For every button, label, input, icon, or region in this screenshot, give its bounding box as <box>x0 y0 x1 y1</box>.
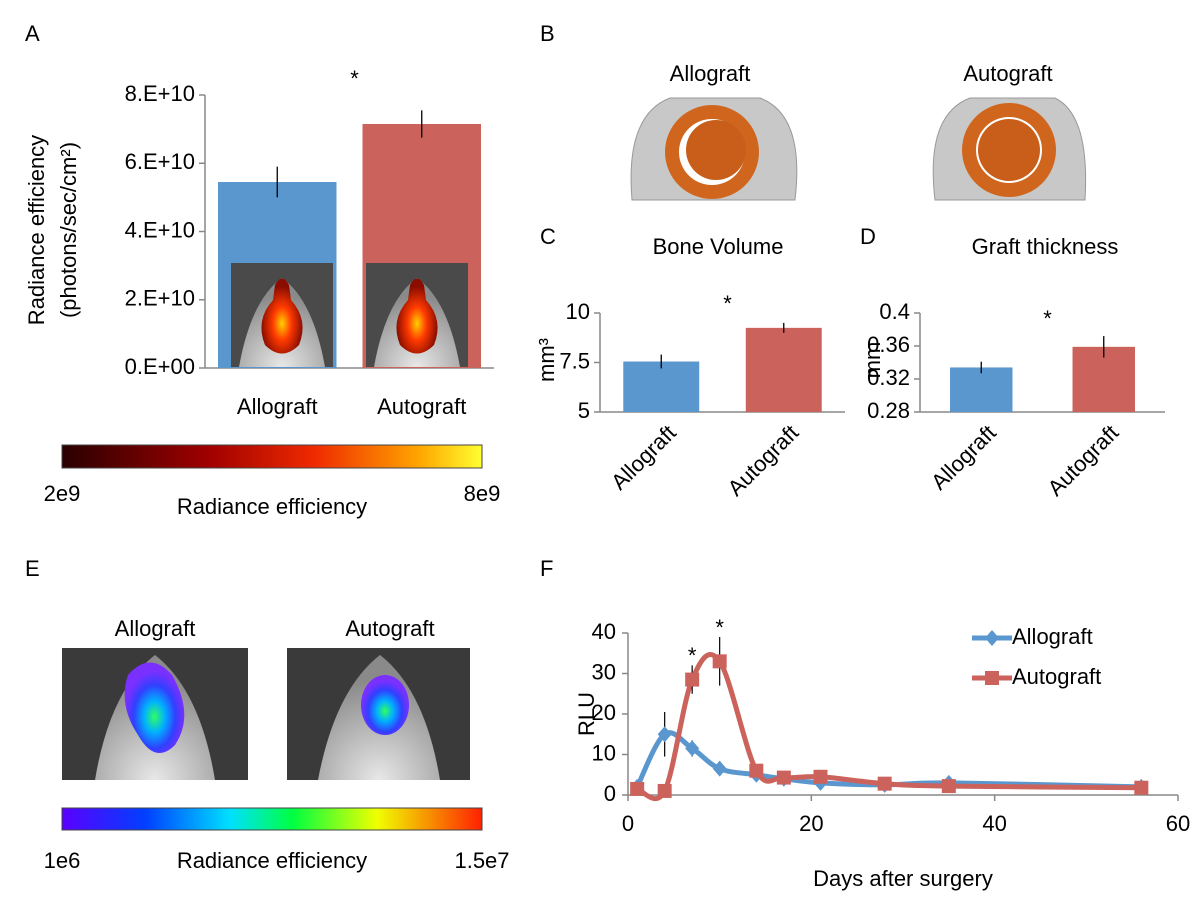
marker <box>877 776 892 791</box>
y-axis-label: mm³ <box>534 338 559 382</box>
y-tick-label: 6.E+10 <box>125 149 195 174</box>
y-tick-label: 4.E+10 <box>125 217 195 242</box>
y-tick-label: 10 <box>592 740 616 765</box>
bar <box>1072 346 1135 412</box>
y-tick-label: 0 <box>604 781 616 806</box>
marker <box>657 726 672 743</box>
colorbar-min: 1e6 <box>44 848 81 873</box>
colorbar-label: Radiance efficiency <box>177 494 367 519</box>
legend-label: Autograft <box>1012 664 1101 689</box>
bioluminescence-images <box>62 648 470 780</box>
significance-marker: * <box>723 291 732 316</box>
x-tick-label: Autograft <box>723 420 804 501</box>
chart-title: Graft thickness <box>972 234 1119 259</box>
y-tick-label: 20 <box>592 700 616 725</box>
colorbar <box>61 444 483 469</box>
marker <box>657 783 672 798</box>
bar <box>745 327 822 412</box>
image-caption: Autograft <box>963 61 1052 86</box>
y-tick-label: 7.5 <box>559 348 590 373</box>
colorbar <box>61 807 483 831</box>
marker <box>1134 780 1149 795</box>
marker <box>749 763 764 778</box>
image-caption: Autograft <box>345 616 434 641</box>
y-tick-label: 0.28 <box>867 398 910 423</box>
y-tick-label: 5 <box>578 398 590 423</box>
colorbar-min: 2e9 <box>44 481 81 506</box>
mouse-image <box>366 263 468 367</box>
marker <box>813 769 828 784</box>
panel-label: D <box>860 224 876 249</box>
x-tick-label: 0 <box>622 811 634 836</box>
panel-label: A <box>25 21 40 46</box>
marker <box>776 770 791 785</box>
signal <box>261 278 303 354</box>
legend-marker <box>985 671 999 685</box>
legend-label: Allograft <box>1012 624 1093 649</box>
y-tick-label: 10 <box>566 299 590 324</box>
significance-marker: * <box>715 615 724 640</box>
y-tick-label: 0.36 <box>867 332 910 357</box>
y-tick-label: 30 <box>592 659 616 684</box>
bar <box>950 367 1013 412</box>
y-tick-label: 8.E+10 <box>125 81 195 106</box>
x-tick-label: Autograft <box>377 394 466 419</box>
marker <box>712 654 727 669</box>
panel-label: C <box>540 224 556 249</box>
marker <box>630 781 645 796</box>
panel-label: B <box>540 21 555 46</box>
significance-marker: * <box>350 66 359 91</box>
marker <box>685 672 700 687</box>
panel-label: E <box>25 556 40 581</box>
y-tick-label: 0.4 <box>879 299 910 324</box>
colorbar-max: 8e9 <box>464 481 501 506</box>
bar <box>623 361 700 412</box>
significance-marker: * <box>688 643 697 668</box>
y-tick-label: 40 <box>592 619 616 644</box>
x-tick-label: 60 <box>1166 811 1190 836</box>
y-axis-label: (photons/sec/cm²) <box>56 142 81 318</box>
micro-ct-images <box>630 97 1087 201</box>
legend-marker <box>985 630 999 646</box>
x-tick-label: Allograft <box>606 420 681 495</box>
colorbar-label: Radiance efficiency <box>177 848 367 873</box>
panel-label: F <box>540 556 553 581</box>
colorbar-max: 1.5e7 <box>454 848 509 873</box>
y-tick-label: 0.32 <box>867 365 910 390</box>
y-axis-label: mm <box>860 342 885 379</box>
marker <box>712 760 727 777</box>
x-tick-label: 20 <box>799 811 823 836</box>
x-tick-label: Allograft <box>237 394 318 419</box>
image-caption: Allograft <box>115 616 196 641</box>
y-tick-label: 0.E+00 <box>125 354 195 379</box>
signal <box>396 278 438 354</box>
x-tick-label: 40 <box>982 811 1006 836</box>
mouse-image <box>231 263 333 367</box>
x-tick-label: Autograft <box>1043 420 1124 501</box>
image-caption: Allograft <box>670 61 751 86</box>
x-tick-label: Allograft <box>926 420 1001 495</box>
chart-title: Bone Volume <box>653 234 784 259</box>
marker <box>941 779 956 794</box>
y-axis-label: RLU <box>574 692 599 736</box>
y-axis-label: Radiance efficiency <box>24 135 49 325</box>
marker <box>685 740 700 757</box>
y-tick-label: 2.E+10 <box>125 286 195 311</box>
x-axis-label: Days after surgery <box>813 866 993 891</box>
significance-marker: * <box>1043 306 1052 331</box>
